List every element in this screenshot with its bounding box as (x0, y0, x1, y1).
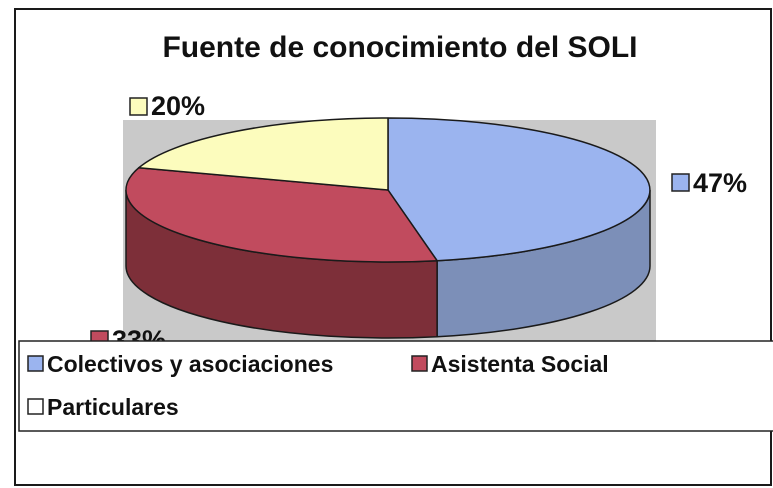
legend: Colectivos y asociaciones Asistenta Soci… (18, 340, 773, 432)
legend-label-particulares: Particulares (47, 394, 179, 420)
pie-group (125, 117, 651, 339)
legend-key-asistenta (411, 355, 428, 372)
legend-item-asistenta: Asistenta Social (411, 351, 609, 377)
pie-slice-particulares (138, 117, 389, 191)
legend-key-colectivos (27, 355, 44, 372)
data-label-key-particulares (129, 97, 148, 116)
legend-item-colectivos: Colectivos y asociaciones (27, 351, 333, 377)
legend-label-colectivos: Colectivos y asociaciones (47, 351, 333, 377)
legend-box (18, 340, 773, 432)
chart-title: Fuente de conocimiento del SOLI (162, 31, 637, 64)
pie-slice-asistenta (125, 167, 438, 263)
data-label-key-colectivos (671, 173, 690, 192)
legend-label-asistenta: Asistenta Social (431, 351, 609, 377)
data-label-particulares-text: 20% (151, 91, 205, 121)
data-label-particulares: 20% (129, 91, 205, 121)
data-label-colectivos: 47% (671, 168, 747, 198)
legend-key-particulares (27, 398, 44, 415)
data-label-colectivos-text: 47% (693, 168, 747, 198)
legend-item-particulares: Particulares (27, 394, 179, 420)
pie-slice-colectivos (387, 117, 651, 262)
